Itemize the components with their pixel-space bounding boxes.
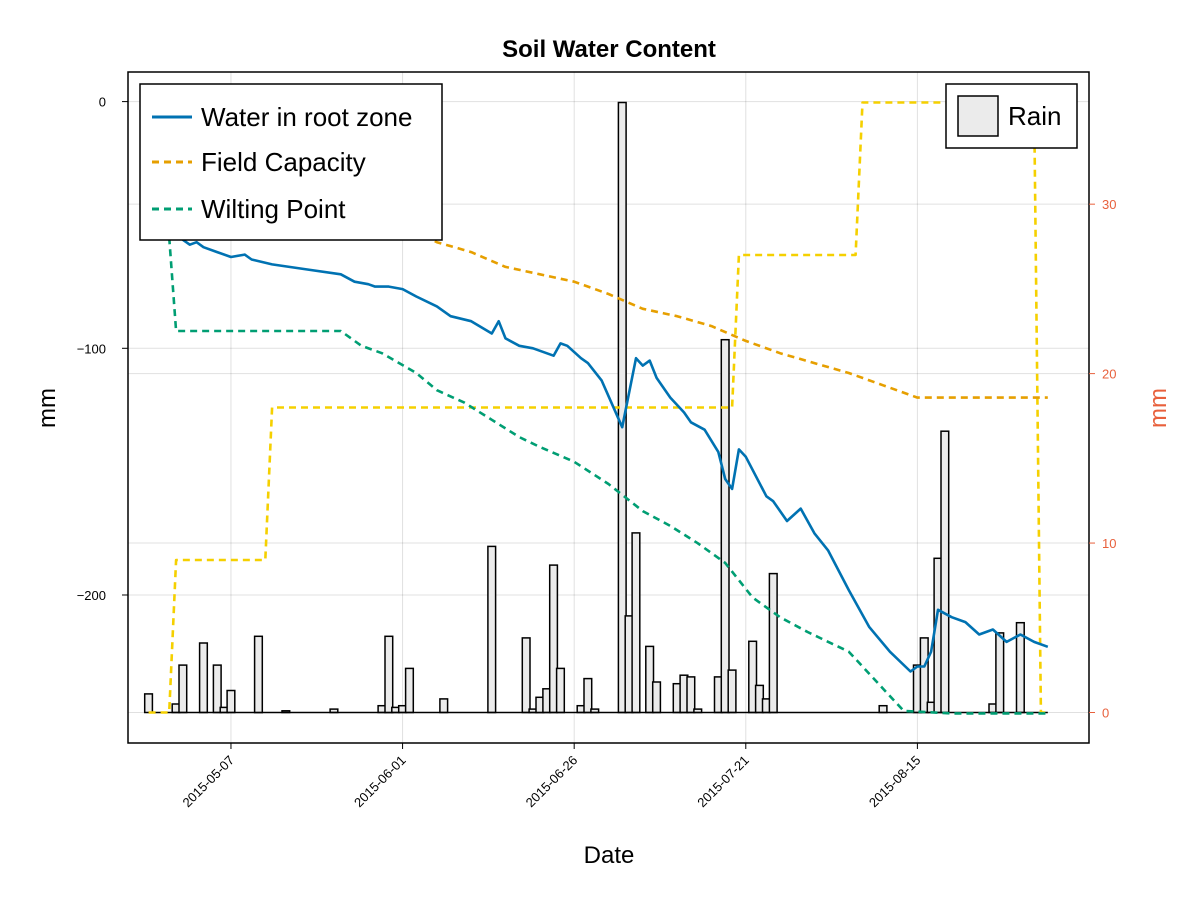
rain-bar bbox=[384, 635, 394, 714]
y-tick-label: 0 bbox=[99, 95, 106, 110]
left-axis-ticks: 0 −100 −200 bbox=[77, 95, 128, 603]
rain-bar bbox=[521, 637, 531, 714]
y2-tick-label: 20 bbox=[1102, 367, 1116, 382]
x-tick-label: 2015-08-15 bbox=[866, 753, 924, 811]
x-tick-label: 2015-06-01 bbox=[351, 753, 409, 811]
legend-label-field-capacity: Field Capacity bbox=[201, 147, 366, 177]
series-line-wilting-point bbox=[167, 237, 1048, 715]
y-axis-label: mm bbox=[34, 388, 61, 428]
rain-bar bbox=[919, 637, 929, 714]
x-axis-label: Date bbox=[584, 842, 635, 869]
rain-bar bbox=[720, 338, 730, 714]
rain-bar bbox=[555, 667, 566, 714]
y2-tick-label: 0 bbox=[1102, 706, 1109, 721]
rain-bar bbox=[212, 664, 222, 714]
y-tick-label: −100 bbox=[77, 341, 106, 356]
rain-bar bbox=[439, 698, 449, 714]
rain-bar bbox=[143, 693, 154, 714]
legend-swatch-rain bbox=[957, 95, 999, 137]
rain-bar bbox=[768, 572, 778, 714]
rain-bar bbox=[940, 430, 950, 714]
rain-bar bbox=[253, 635, 264, 714]
y-tick-label: −200 bbox=[77, 588, 106, 603]
x-tick-label: 2015-07-21 bbox=[694, 753, 752, 811]
rain-bar bbox=[198, 642, 209, 714]
y2-tick-label: 10 bbox=[1102, 536, 1116, 551]
rain-bar bbox=[727, 669, 737, 714]
series-line-field-capacity bbox=[402, 223, 1048, 399]
plot-marks bbox=[143, 101, 1049, 715]
legend-label-wilting-point: Wilting Point bbox=[201, 194, 346, 224]
legend-label-rain: Rain bbox=[1008, 101, 1061, 131]
x-tick-label: 2015-05-07 bbox=[179, 753, 237, 811]
x-tick-label: 2015-06-26 bbox=[523, 753, 581, 811]
rain-bar bbox=[583, 677, 593, 714]
chart-title: Soil Water Content bbox=[502, 36, 716, 63]
legend-right: Rain bbox=[945, 83, 1078, 149]
rain-bar bbox=[487, 545, 497, 714]
rain-bar bbox=[878, 704, 888, 714]
rain-bar bbox=[686, 676, 696, 714]
series-line-water bbox=[168, 231, 1049, 673]
y2-tick-label: 30 bbox=[1102, 197, 1116, 212]
plot-frame bbox=[127, 71, 1090, 744]
x-axis-ticks: 2015-05-07 2015-06-01 2015-06-26 2015-07-21… bbox=[179, 743, 924, 811]
rain-bar bbox=[404, 667, 415, 714]
y2-axis-label: mm bbox=[1145, 388, 1172, 428]
legend-label-water: Water in root zone bbox=[201, 102, 412, 132]
right-axis-ticks: 0 10 20 30 bbox=[1089, 197, 1116, 721]
rain-bar bbox=[995, 632, 1005, 714]
series-line-root-zone-step bbox=[148, 101, 1048, 714]
legend-left: Water in root zone Field Capacity Wiltin… bbox=[139, 83, 443, 241]
rain-bar bbox=[651, 681, 662, 714]
rain-bar bbox=[178, 664, 188, 714]
rain-bar bbox=[226, 689, 236, 714]
rain-bar bbox=[631, 532, 641, 714]
